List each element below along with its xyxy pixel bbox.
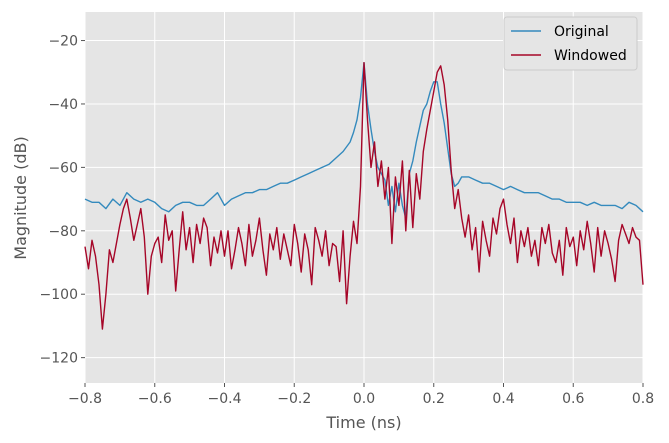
x-axis-title: Time (ns) xyxy=(325,413,401,432)
legend-label-original: Original xyxy=(554,24,609,40)
y-tick-label: −120 xyxy=(40,351,78,367)
y-tick-label: −60 xyxy=(48,160,78,176)
x-axis: −0.8 −0.6 −0.4 −0.2 0.0 0.2 0.4 0.6 0.8 xyxy=(68,383,654,407)
x-tick-label: 0.8 xyxy=(632,391,654,407)
x-tick-label: 0.2 xyxy=(423,391,445,407)
legend: Original Windowed xyxy=(503,16,638,71)
x-tick-label: 0.0 xyxy=(353,391,375,407)
series-line-windowed xyxy=(84,62,644,330)
y-tick-label: −40 xyxy=(48,97,78,113)
y-axis-title: Magnitude (dB) xyxy=(11,136,30,259)
x-tick-label: 0.6 xyxy=(562,391,584,407)
y-tick-label: −100 xyxy=(40,287,78,303)
x-tick-label: −0.2 xyxy=(277,391,311,407)
x-tick-label: −0.4 xyxy=(208,391,242,407)
x-tick-label: −0.6 xyxy=(138,391,172,407)
y-tick-label: −20 xyxy=(48,34,78,50)
x-tick-label: 0.4 xyxy=(492,391,514,407)
y-tick-label: −80 xyxy=(48,224,78,240)
x-tick-label: −0.8 xyxy=(68,391,102,407)
series-layer xyxy=(84,62,644,330)
series-line-original xyxy=(84,62,644,219)
y-axis: −20 −40 −60 −80 −100 −120 xyxy=(40,34,85,367)
legend-label-windowed: Windowed xyxy=(554,48,627,64)
